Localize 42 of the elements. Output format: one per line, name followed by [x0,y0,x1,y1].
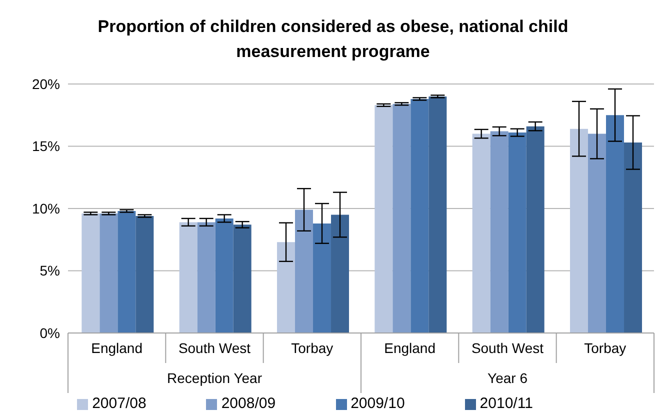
x-tick-label: South West [178,340,251,356]
y-tick-label: 15% [32,138,60,154]
y-tick-label: 0% [40,324,60,341]
bar [374,105,393,333]
x-tick-label: England [384,340,436,356]
bar [624,142,642,333]
bar [490,131,508,333]
bar [277,242,296,333]
y-tick-label: 10% [32,200,60,216]
y-tick-label: 20% [32,76,60,92]
bar [215,218,234,333]
bar [588,134,606,333]
bar [570,128,588,333]
bar [331,214,350,333]
x-tick-label: England [91,340,143,356]
bar [606,115,624,333]
x-tick-label: Torbay [584,340,626,356]
legend-label: 2007/08 [92,395,146,412]
bar [118,210,136,333]
text: Reception Year [167,370,262,386]
bar [82,213,100,333]
legend-label: 2008/09 [221,395,276,412]
x-tick-label: Torbay [291,340,334,356]
text: Year 6 [488,370,528,386]
bar [428,96,447,333]
bar [313,223,332,333]
x-tick-label: South West [471,340,544,356]
bar [526,126,544,333]
bar [410,98,429,333]
bar [233,224,252,333]
chart-title: Proportion of children considered as obese, national child measurement programe [96,16,570,63]
bar [392,104,411,333]
bar [136,216,154,333]
legend-label: 2009/10 [350,395,405,412]
bar [197,222,216,333]
legend-label: 2010/11 [480,395,533,412]
bar [100,213,118,333]
y-tick-label: 5% [40,262,60,279]
bar [295,210,314,333]
bar [508,132,526,333]
bar [472,134,490,333]
bar [179,222,198,333]
